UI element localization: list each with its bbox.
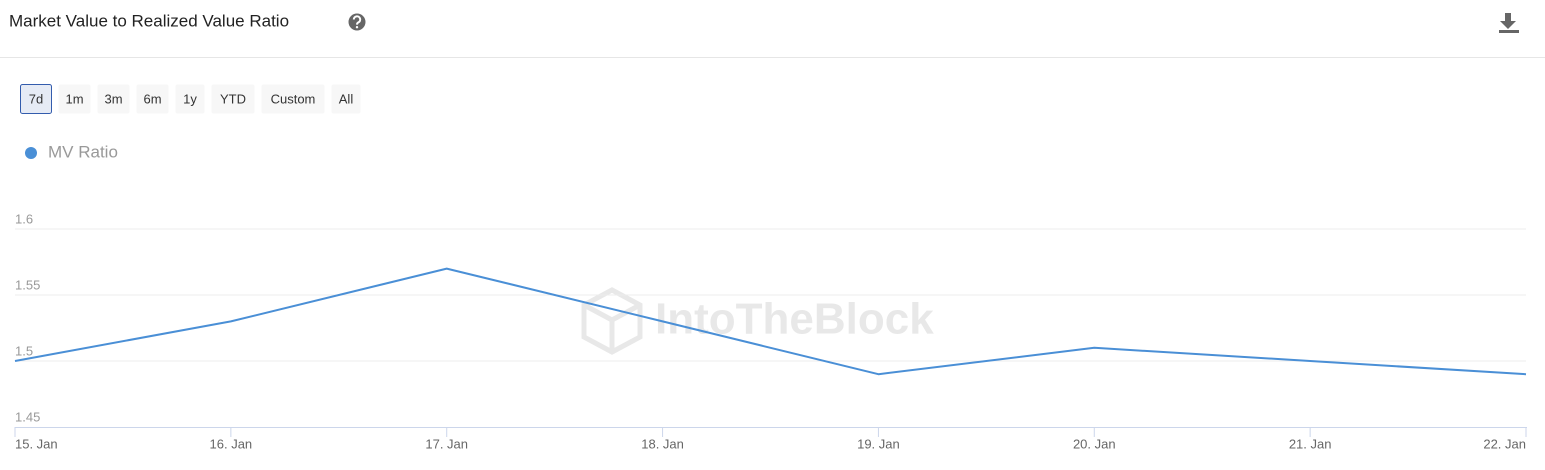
x-tick-label: 22. Jan (1483, 436, 1526, 451)
x-tick-label: 20. Jan (1073, 436, 1116, 451)
range-button-label[interactable]: 6m (143, 91, 161, 106)
x-tick-label: 15. Jan (15, 436, 58, 451)
help-icon[interactable] (348, 13, 366, 31)
legend-marker[interactable] (25, 147, 37, 159)
range-button-label[interactable]: Custom (271, 91, 316, 106)
range-button-bg[interactable] (20, 84, 52, 114)
range-button-bg[interactable] (331, 84, 361, 114)
watermark-logo (581, 287, 643, 355)
range-button-bg[interactable] (175, 84, 205, 114)
range-button-bg[interactable] (211, 84, 255, 114)
y-tick-label: 1.5 (15, 343, 33, 358)
range-button[interactable]: 3m (97, 84, 130, 114)
range-button[interactable]: All (331, 84, 361, 114)
range-button-bg[interactable] (261, 84, 325, 114)
download-icon[interactable] (1499, 13, 1519, 33)
range-button-label[interactable]: 7d (29, 91, 43, 106)
x-tick-label: 21. Jan (1289, 436, 1332, 451)
y-tick-label: 1.45 (15, 409, 40, 424)
range-button-bg[interactable] (58, 84, 91, 114)
chart-title: Market Value to Realized Value Ratio (9, 11, 289, 30)
range-button[interactable]: 6m (136, 84, 169, 114)
legend-item[interactable]: MV Ratio (25, 142, 118, 161)
range-button-label[interactable]: 1m (65, 91, 83, 106)
x-tick-label: 19. Jan (857, 436, 900, 451)
range-button-bg[interactable] (97, 84, 130, 114)
range-button[interactable]: 1m (58, 84, 91, 114)
x-tick-label: 18. Jan (641, 436, 684, 451)
watermark: IntoTheBlock (581, 287, 934, 355)
range-button[interactable]: YTD (211, 84, 255, 114)
y-tick-label: 1.6 (15, 211, 33, 226)
range-button-bg[interactable] (136, 84, 169, 114)
range-button-label[interactable]: 3m (104, 91, 122, 106)
x-tick-label: 17. Jan (425, 436, 468, 451)
y-tick-label: 1.55 (15, 277, 40, 292)
range-button[interactable]: Custom (261, 84, 325, 114)
data-line (14, 267, 1527, 376)
range-button-label[interactable]: YTD (220, 91, 246, 106)
watermark-text: IntoTheBlock (655, 295, 934, 344)
x-tick-label: 16. Jan (210, 436, 253, 451)
legend-label[interactable]: MV Ratio (48, 142, 118, 161)
range-button-label[interactable]: 1y (183, 91, 197, 106)
range-button[interactable]: 1y (175, 84, 205, 114)
range-button-label[interactable]: All (339, 91, 354, 106)
range-button[interactable]: 7d (20, 84, 52, 114)
